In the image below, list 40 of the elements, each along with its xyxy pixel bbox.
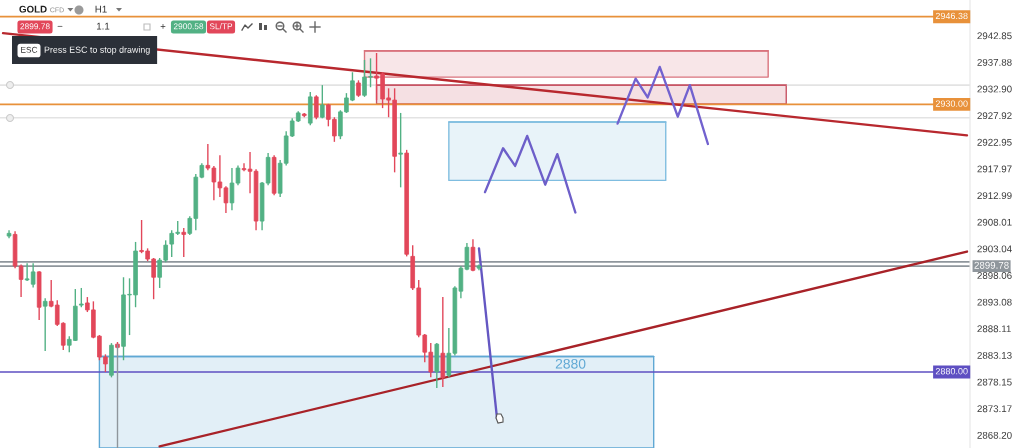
chart-title: GOLD bbox=[19, 5, 47, 13]
series-label: 2880 bbox=[555, 358, 586, 369]
y-tick-label: 2878.15 bbox=[977, 378, 1012, 386]
candlestick bbox=[470, 238, 476, 273]
ref-line-label: 2930.00 bbox=[935, 100, 968, 107]
candlestick bbox=[42, 297, 48, 352]
annotation: SL/TP bbox=[209, 23, 233, 30]
y-tick-label: 2893.08 bbox=[977, 298, 1012, 306]
line-series bbox=[616, 65, 710, 146]
y-tick-label: 2937.88 bbox=[977, 58, 1012, 66]
annotation: ESC bbox=[21, 46, 38, 53]
annotation: H1 bbox=[95, 5, 107, 13]
annotation: 2899.78 bbox=[20, 23, 50, 30]
y-tick-label: 2942.85 bbox=[977, 32, 1012, 40]
annotation: Press ESC to stop drawing bbox=[44, 46, 150, 55]
y-tick-label: 2927.92 bbox=[977, 112, 1012, 120]
y-tick-label: 2873.17 bbox=[977, 405, 1012, 413]
y-tick-label: 2903.04 bbox=[977, 245, 1012, 253]
y-tick-label: 2898.06 bbox=[977, 272, 1012, 279]
y-tick-label: 2917.97 bbox=[977, 165, 1012, 173]
annotation: − bbox=[57, 25, 63, 27]
candlestick bbox=[320, 84, 325, 119]
candlestick bbox=[181, 227, 187, 258]
y-tick-label: 2932.90 bbox=[977, 85, 1012, 93]
candlestick bbox=[398, 112, 403, 189]
ref-line-label: 2946.38 bbox=[935, 12, 968, 20]
y-tick-label: 2908.01 bbox=[977, 218, 1012, 226]
ref-line-label: 2880.00 bbox=[935, 368, 968, 375]
y-tick-label: 2868.20 bbox=[977, 431, 1012, 439]
y-tick-label: 2922.95 bbox=[977, 138, 1012, 146]
y-tick-label: 2888.11 bbox=[977, 325, 1011, 333]
annotation: 2900.58 bbox=[173, 23, 204, 30]
y-tick-label: 2883.13 bbox=[977, 351, 1012, 359]
annotation: + bbox=[160, 23, 166, 29]
annotation: 1.1 bbox=[96, 22, 110, 30]
y-tick-label: 2912.99 bbox=[977, 192, 1012, 200]
candlestick bbox=[314, 94, 319, 121]
line-series bbox=[483, 134, 577, 214]
candlestick bbox=[79, 287, 84, 308]
ref-line-label: 2899.78 bbox=[974, 261, 1009, 269]
